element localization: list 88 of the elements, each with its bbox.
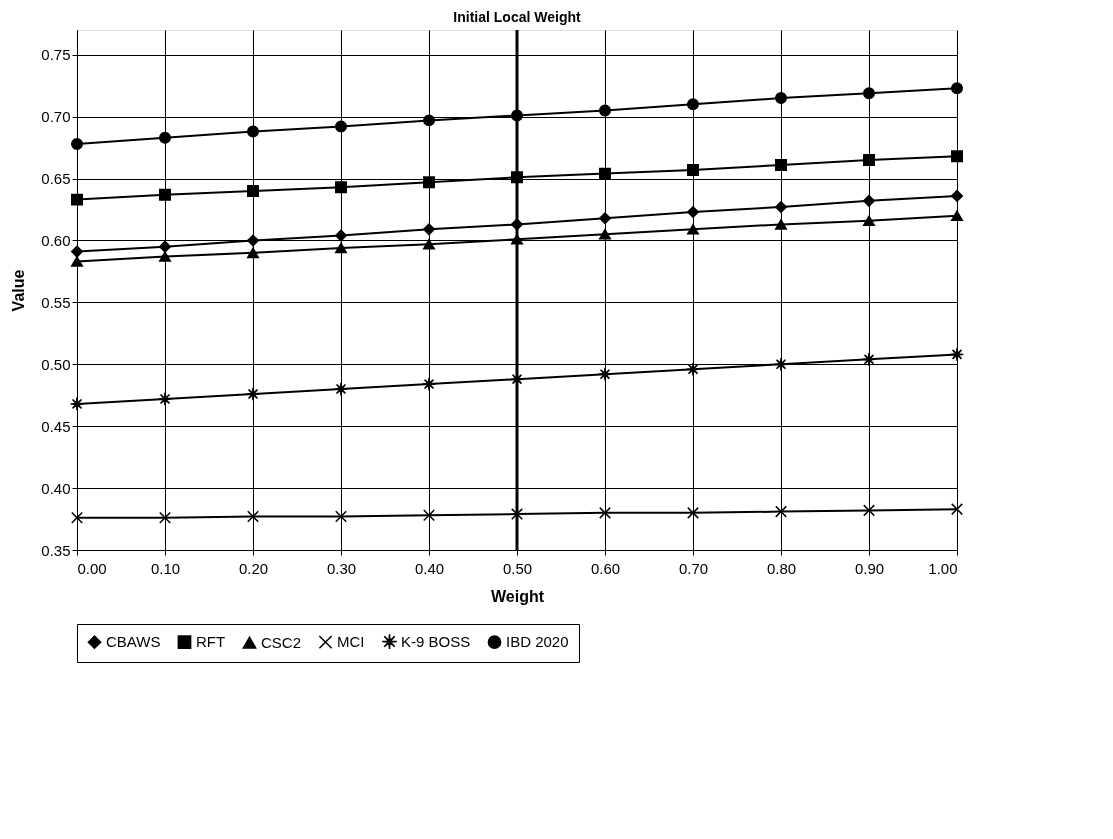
point	[687, 98, 699, 111]
x-tick-label: 0.20	[238, 559, 269, 577]
point	[423, 509, 435, 522]
x-tick-label: 0.40	[414, 559, 445, 577]
point	[71, 511, 83, 524]
y-tick-label: 0.35	[41, 541, 71, 559]
legend-label: MCI	[337, 633, 365, 651]
y-tick-label: 0.60	[41, 231, 71, 249]
point	[335, 229, 347, 242]
point	[863, 87, 875, 100]
point	[687, 206, 699, 218]
y-tick-label: 0.70	[41, 108, 71, 126]
point	[247, 247, 259, 259]
point	[247, 234, 259, 247]
point	[335, 181, 347, 194]
point	[511, 508, 523, 521]
point	[247, 184, 259, 197]
point	[335, 510, 347, 523]
point	[775, 92, 787, 105]
point	[599, 104, 611, 117]
legend-label: RFT	[196, 633, 226, 651]
point	[685, 362, 701, 377]
point	[157, 391, 173, 406]
point	[599, 506, 611, 519]
point	[71, 245, 83, 258]
point	[159, 511, 171, 524]
point	[247, 125, 259, 138]
x-tick-label: 0.50	[502, 559, 533, 577]
x-tick-label: 0.30	[326, 559, 357, 577]
x-tick-label: 1.00	[928, 559, 958, 577]
point	[773, 357, 789, 372]
point	[951, 503, 963, 516]
point	[863, 215, 875, 226]
point	[951, 150, 963, 163]
point	[423, 223, 435, 236]
y-tick-label: 0.45	[41, 417, 71, 435]
point	[333, 382, 349, 397]
y-tick-label: 0.55	[41, 293, 71, 311]
point	[599, 212, 611, 225]
y-tick-label: 0.65	[41, 170, 71, 188]
legend-label: CSC2	[261, 633, 302, 651]
y-axis-title: Value	[10, 269, 28, 312]
point	[599, 228, 611, 240]
point	[775, 201, 787, 214]
point	[421, 377, 437, 392]
point	[863, 194, 875, 207]
y-tick-label: 0.40	[41, 479, 71, 497]
point	[247, 510, 259, 523]
point	[159, 188, 171, 201]
point	[245, 386, 261, 402]
x-axis-title: Weight	[490, 587, 545, 605]
point	[951, 189, 963, 202]
legend-label: K-9 BOSS	[401, 632, 471, 650]
point	[159, 251, 171, 262]
point	[159, 240, 171, 253]
point	[687, 506, 699, 519]
point	[597, 367, 613, 382]
point	[863, 154, 875, 166]
point	[423, 238, 435, 250]
x-tick-label: 0.60	[590, 559, 621, 577]
point	[335, 120, 347, 133]
y-tick-label: 0.50	[41, 355, 71, 373]
point	[423, 176, 435, 189]
point	[863, 504, 875, 517]
point	[71, 193, 83, 206]
point	[951, 210, 963, 222]
point	[335, 242, 347, 254]
legend-label: IBD 2020	[506, 633, 569, 651]
point	[775, 219, 787, 230]
point	[599, 167, 611, 180]
chart-title: Initial Local Weight	[453, 8, 581, 25]
x-tick-label: 0.00	[77, 559, 107, 577]
x-tick-label: 0.90	[854, 559, 885, 577]
point	[159, 131, 171, 144]
point	[423, 114, 435, 127]
point	[71, 137, 83, 150]
point	[951, 82, 963, 95]
y-tick-label: 0.75	[41, 46, 71, 64]
legend-label: CBAWS	[106, 633, 161, 651]
point	[775, 505, 787, 518]
point	[71, 256, 83, 267]
point	[687, 163, 699, 176]
x-tick-label: 0.10	[150, 559, 181, 577]
point	[69, 396, 85, 411]
point	[775, 158, 787, 171]
point	[687, 224, 699, 235]
x-tick-label: 0.70	[678, 559, 709, 577]
x-tick-label: 0.80	[766, 559, 797, 577]
